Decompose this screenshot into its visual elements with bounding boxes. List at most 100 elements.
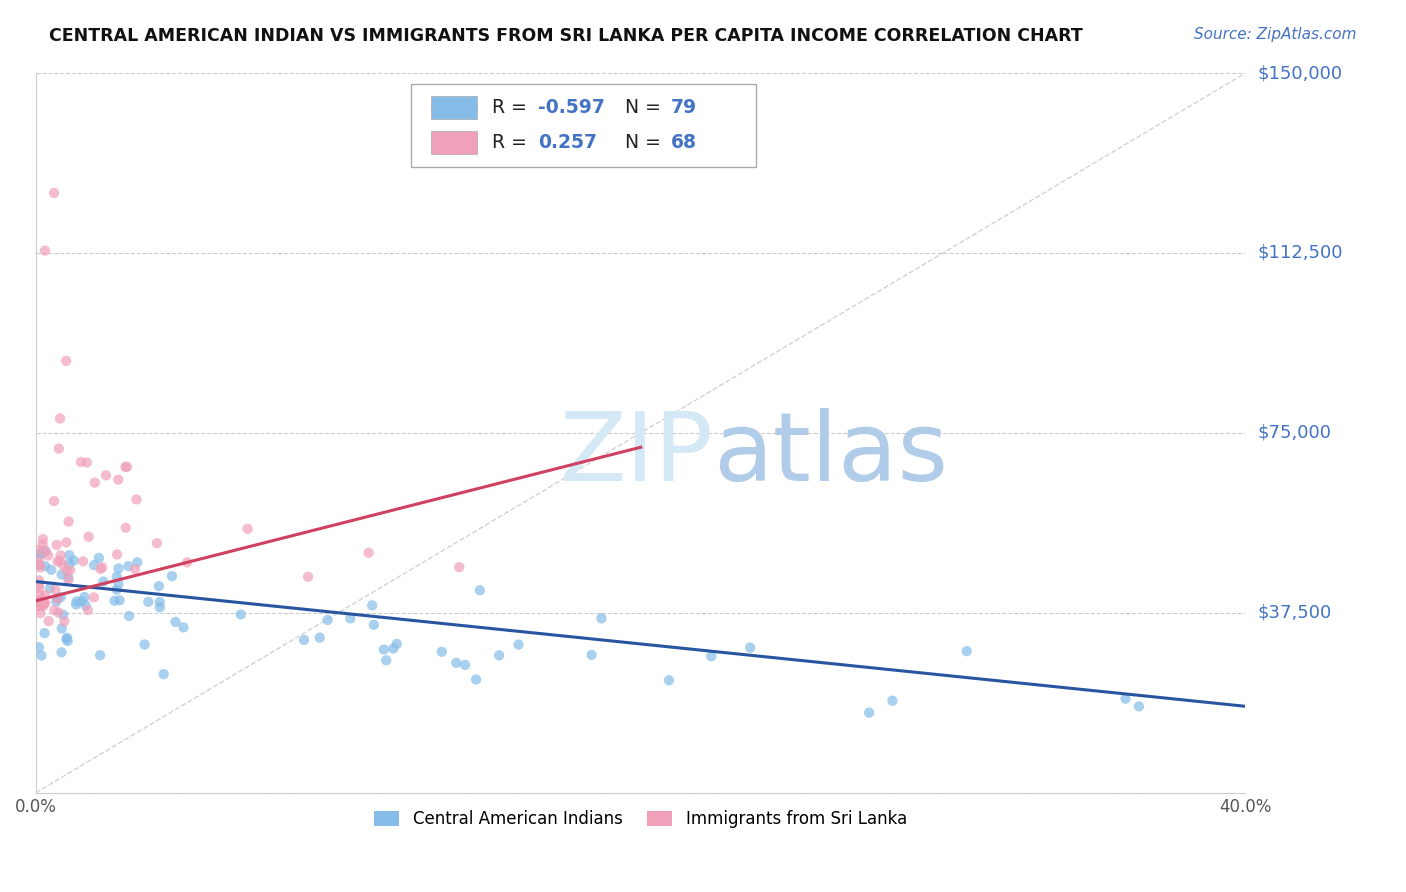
Point xyxy=(488,648,510,663)
Point xyxy=(55,632,77,646)
Point xyxy=(55,564,77,578)
Point xyxy=(49,554,72,568)
Point xyxy=(45,595,67,609)
Point xyxy=(34,597,56,611)
Point xyxy=(297,570,319,584)
Text: -0.597: -0.597 xyxy=(538,98,605,118)
Point xyxy=(134,638,156,652)
Point xyxy=(357,546,380,560)
Point xyxy=(30,599,52,613)
Point xyxy=(32,599,55,613)
Point xyxy=(62,554,84,568)
Point xyxy=(39,581,62,595)
Point xyxy=(38,614,60,628)
Point xyxy=(52,558,75,572)
Point xyxy=(1128,699,1150,714)
Point xyxy=(508,638,530,652)
Point xyxy=(28,574,51,588)
Point xyxy=(46,554,69,568)
Point xyxy=(118,609,141,624)
Point xyxy=(105,548,128,562)
Text: N =: N = xyxy=(624,133,666,153)
Text: $75,000: $75,000 xyxy=(1257,424,1331,442)
Point xyxy=(77,530,100,544)
Point xyxy=(70,594,93,608)
Point xyxy=(52,607,75,622)
Point xyxy=(28,593,51,607)
Point xyxy=(148,579,170,593)
Point xyxy=(39,563,62,577)
Point xyxy=(73,590,96,604)
Point xyxy=(58,549,80,563)
Text: R =: R = xyxy=(492,133,538,153)
Point xyxy=(316,613,339,627)
Text: 0.257: 0.257 xyxy=(538,133,598,153)
Text: 79: 79 xyxy=(671,98,697,118)
Point xyxy=(65,598,87,612)
Point xyxy=(30,606,52,620)
Point xyxy=(31,597,53,611)
Point xyxy=(91,574,114,589)
Point xyxy=(108,593,131,607)
Point xyxy=(160,569,183,583)
Point xyxy=(127,555,149,569)
Point xyxy=(90,562,112,576)
Point xyxy=(32,532,55,546)
Point xyxy=(125,492,148,507)
Point xyxy=(882,693,904,707)
Point xyxy=(51,567,73,582)
Point xyxy=(28,554,51,568)
Point xyxy=(449,560,471,574)
Point xyxy=(28,640,51,655)
Text: N =: N = xyxy=(624,98,666,118)
Bar xyxy=(432,131,478,154)
Point xyxy=(28,599,51,613)
Point xyxy=(42,494,65,508)
Point xyxy=(34,559,56,574)
Point xyxy=(446,656,468,670)
Point xyxy=(34,588,56,602)
Point xyxy=(308,631,330,645)
Point xyxy=(114,521,136,535)
Text: Source: ZipAtlas.com: Source: ZipAtlas.com xyxy=(1194,27,1357,42)
Point xyxy=(363,617,385,632)
Point xyxy=(31,537,53,551)
Point xyxy=(55,535,77,549)
Point xyxy=(77,603,100,617)
Point xyxy=(136,595,159,609)
Point xyxy=(56,631,79,645)
Point xyxy=(858,706,880,720)
Point xyxy=(44,603,66,617)
Point xyxy=(107,577,129,591)
Point xyxy=(49,590,72,604)
Point xyxy=(76,455,98,469)
Point xyxy=(72,554,94,568)
Point xyxy=(28,594,51,608)
FancyBboxPatch shape xyxy=(411,84,755,167)
Text: R =: R = xyxy=(492,98,533,118)
Point xyxy=(152,667,174,681)
Point xyxy=(28,581,51,595)
Point xyxy=(430,645,453,659)
Point xyxy=(28,578,51,592)
Point xyxy=(172,620,194,634)
Bar xyxy=(432,96,478,120)
Point xyxy=(34,626,56,640)
Point xyxy=(37,549,59,563)
Point xyxy=(165,615,187,629)
Point xyxy=(28,543,51,558)
Point xyxy=(58,573,80,587)
Point xyxy=(51,622,73,636)
Point xyxy=(59,563,82,577)
Point xyxy=(373,642,395,657)
Point xyxy=(107,473,129,487)
Point xyxy=(91,560,114,574)
Point xyxy=(51,645,73,659)
Point xyxy=(115,459,138,474)
Point xyxy=(49,549,72,563)
Point xyxy=(292,632,315,647)
Point xyxy=(176,555,198,569)
Point xyxy=(146,536,169,550)
Point xyxy=(454,657,477,672)
Point xyxy=(87,550,110,565)
